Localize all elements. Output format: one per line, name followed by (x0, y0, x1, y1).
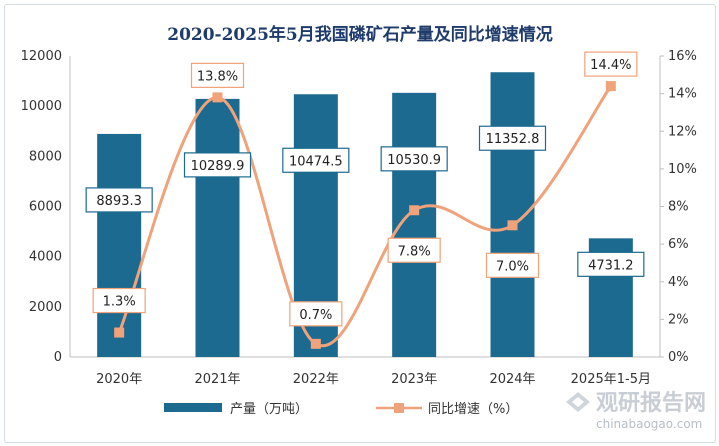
legend: 产量（万吨） 同比增速（%） (164, 402, 518, 417)
line-value-label: 14.4% (590, 58, 631, 73)
y-right-tick-label: 10% (668, 162, 697, 177)
bar-value-label-box (282, 147, 350, 173)
line-value-label-box (485, 252, 540, 278)
y-right-tick-label: 16% (668, 49, 697, 64)
axes: 0 2000 4000 6000 8000 10000 12000 0% 2% 4% 6% 8% 10%… (21, 49, 697, 387)
line-marker (409, 205, 420, 216)
legend-line-label: 同比增速（%） (428, 402, 518, 417)
x-tick-label: 2024年 (489, 372, 535, 387)
line-value-label: 0.7% (299, 308, 332, 323)
bar-value-label: 10530.9 (387, 153, 441, 168)
y-left-tick-label: 6000 (29, 200, 62, 215)
bar (490, 72, 535, 357)
y-right-tick-label: 8% (668, 200, 689, 215)
line-marker (605, 81, 616, 92)
line-value-label-box (387, 237, 441, 263)
bar-value-label-box (85, 187, 153, 213)
y-left-tick-label: 0 (54, 350, 62, 365)
y-left-tick-label: 12000 (21, 49, 62, 64)
legend-bar-swatch (164, 403, 222, 412)
line-value-label: 1.3% (103, 295, 136, 310)
y-right-tick-label: 0% (668, 350, 689, 365)
y-left-tick-label: 4000 (29, 250, 62, 265)
bar-value-label: 10289.9 (191, 159, 245, 174)
x-tick-label: 2021年 (194, 372, 240, 387)
bar-series (97, 72, 633, 358)
bar-value-label: 8893.3 (96, 194, 142, 209)
watermark-brand: 观研报告网 (596, 391, 706, 416)
bar-value-label: 10474.5 (289, 154, 343, 169)
y-right-tick-label: 4% (668, 275, 689, 290)
legend-bar-label: 产量（万吨） (230, 402, 308, 417)
y-left-tick-label: 8000 (29, 149, 62, 164)
bar-value-label-box (380, 146, 448, 172)
y-right-tick-label: 14% (668, 87, 697, 102)
x-tick-label: 2025年1-5月 (571, 372, 651, 387)
bar-value-label: 4731.2 (588, 258, 634, 273)
growth-line (117, 85, 613, 348)
bar (195, 98, 240, 357)
bar (97, 133, 142, 357)
x-tick-label: 2020年 (96, 372, 142, 387)
watermark-url: chinabaogao.com (596, 417, 702, 431)
line-marker (507, 220, 518, 231)
legend-line-marker (394, 403, 404, 413)
line-value-label-box (92, 287, 146, 314)
bar-value-label: 11352.8 (486, 132, 540, 147)
bar-value-label-box (478, 125, 547, 151)
line-value-label: 13.8% (197, 69, 238, 84)
x-tick-label: 2022年 (293, 372, 339, 387)
line-value-label: 7.8% (398, 244, 431, 259)
line-value-label: 7.0% (496, 259, 529, 274)
chart-title: 2020-2025年5月我国磷矿石产量及同比增速情况 (167, 24, 553, 45)
x-tick-label: 2023年 (391, 372, 437, 387)
line-value-label-box (289, 301, 343, 327)
y-right-tick-label: 6% (668, 237, 689, 252)
y-left-tick-label: 2000 (29, 300, 62, 315)
bar-value-label-box (183, 152, 252, 178)
y-left-tick-label: 10000 (21, 99, 62, 114)
line-marker (114, 327, 125, 338)
line-marker (212, 92, 223, 103)
watermark: 观研报告网 chinabaogao.com (566, 391, 706, 431)
bar-value-label-box (577, 251, 645, 277)
line-value-label-box (584, 51, 638, 77)
data-labels: 8893.3 10289.9 10474.5 10530.9 11352.8 4731.2… (85, 51, 645, 327)
y-right-tick-label: 2% (668, 312, 689, 327)
y-right-tick-label: 12% (668, 124, 697, 139)
line-marker (310, 338, 321, 349)
line-value-label-box (190, 62, 245, 88)
watermark-logo-icon (566, 392, 590, 412)
line-series (114, 81, 616, 349)
